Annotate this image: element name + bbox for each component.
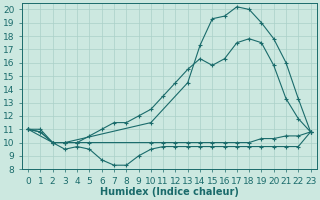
X-axis label: Humidex (Indice chaleur): Humidex (Indice chaleur) [100,187,239,197]
